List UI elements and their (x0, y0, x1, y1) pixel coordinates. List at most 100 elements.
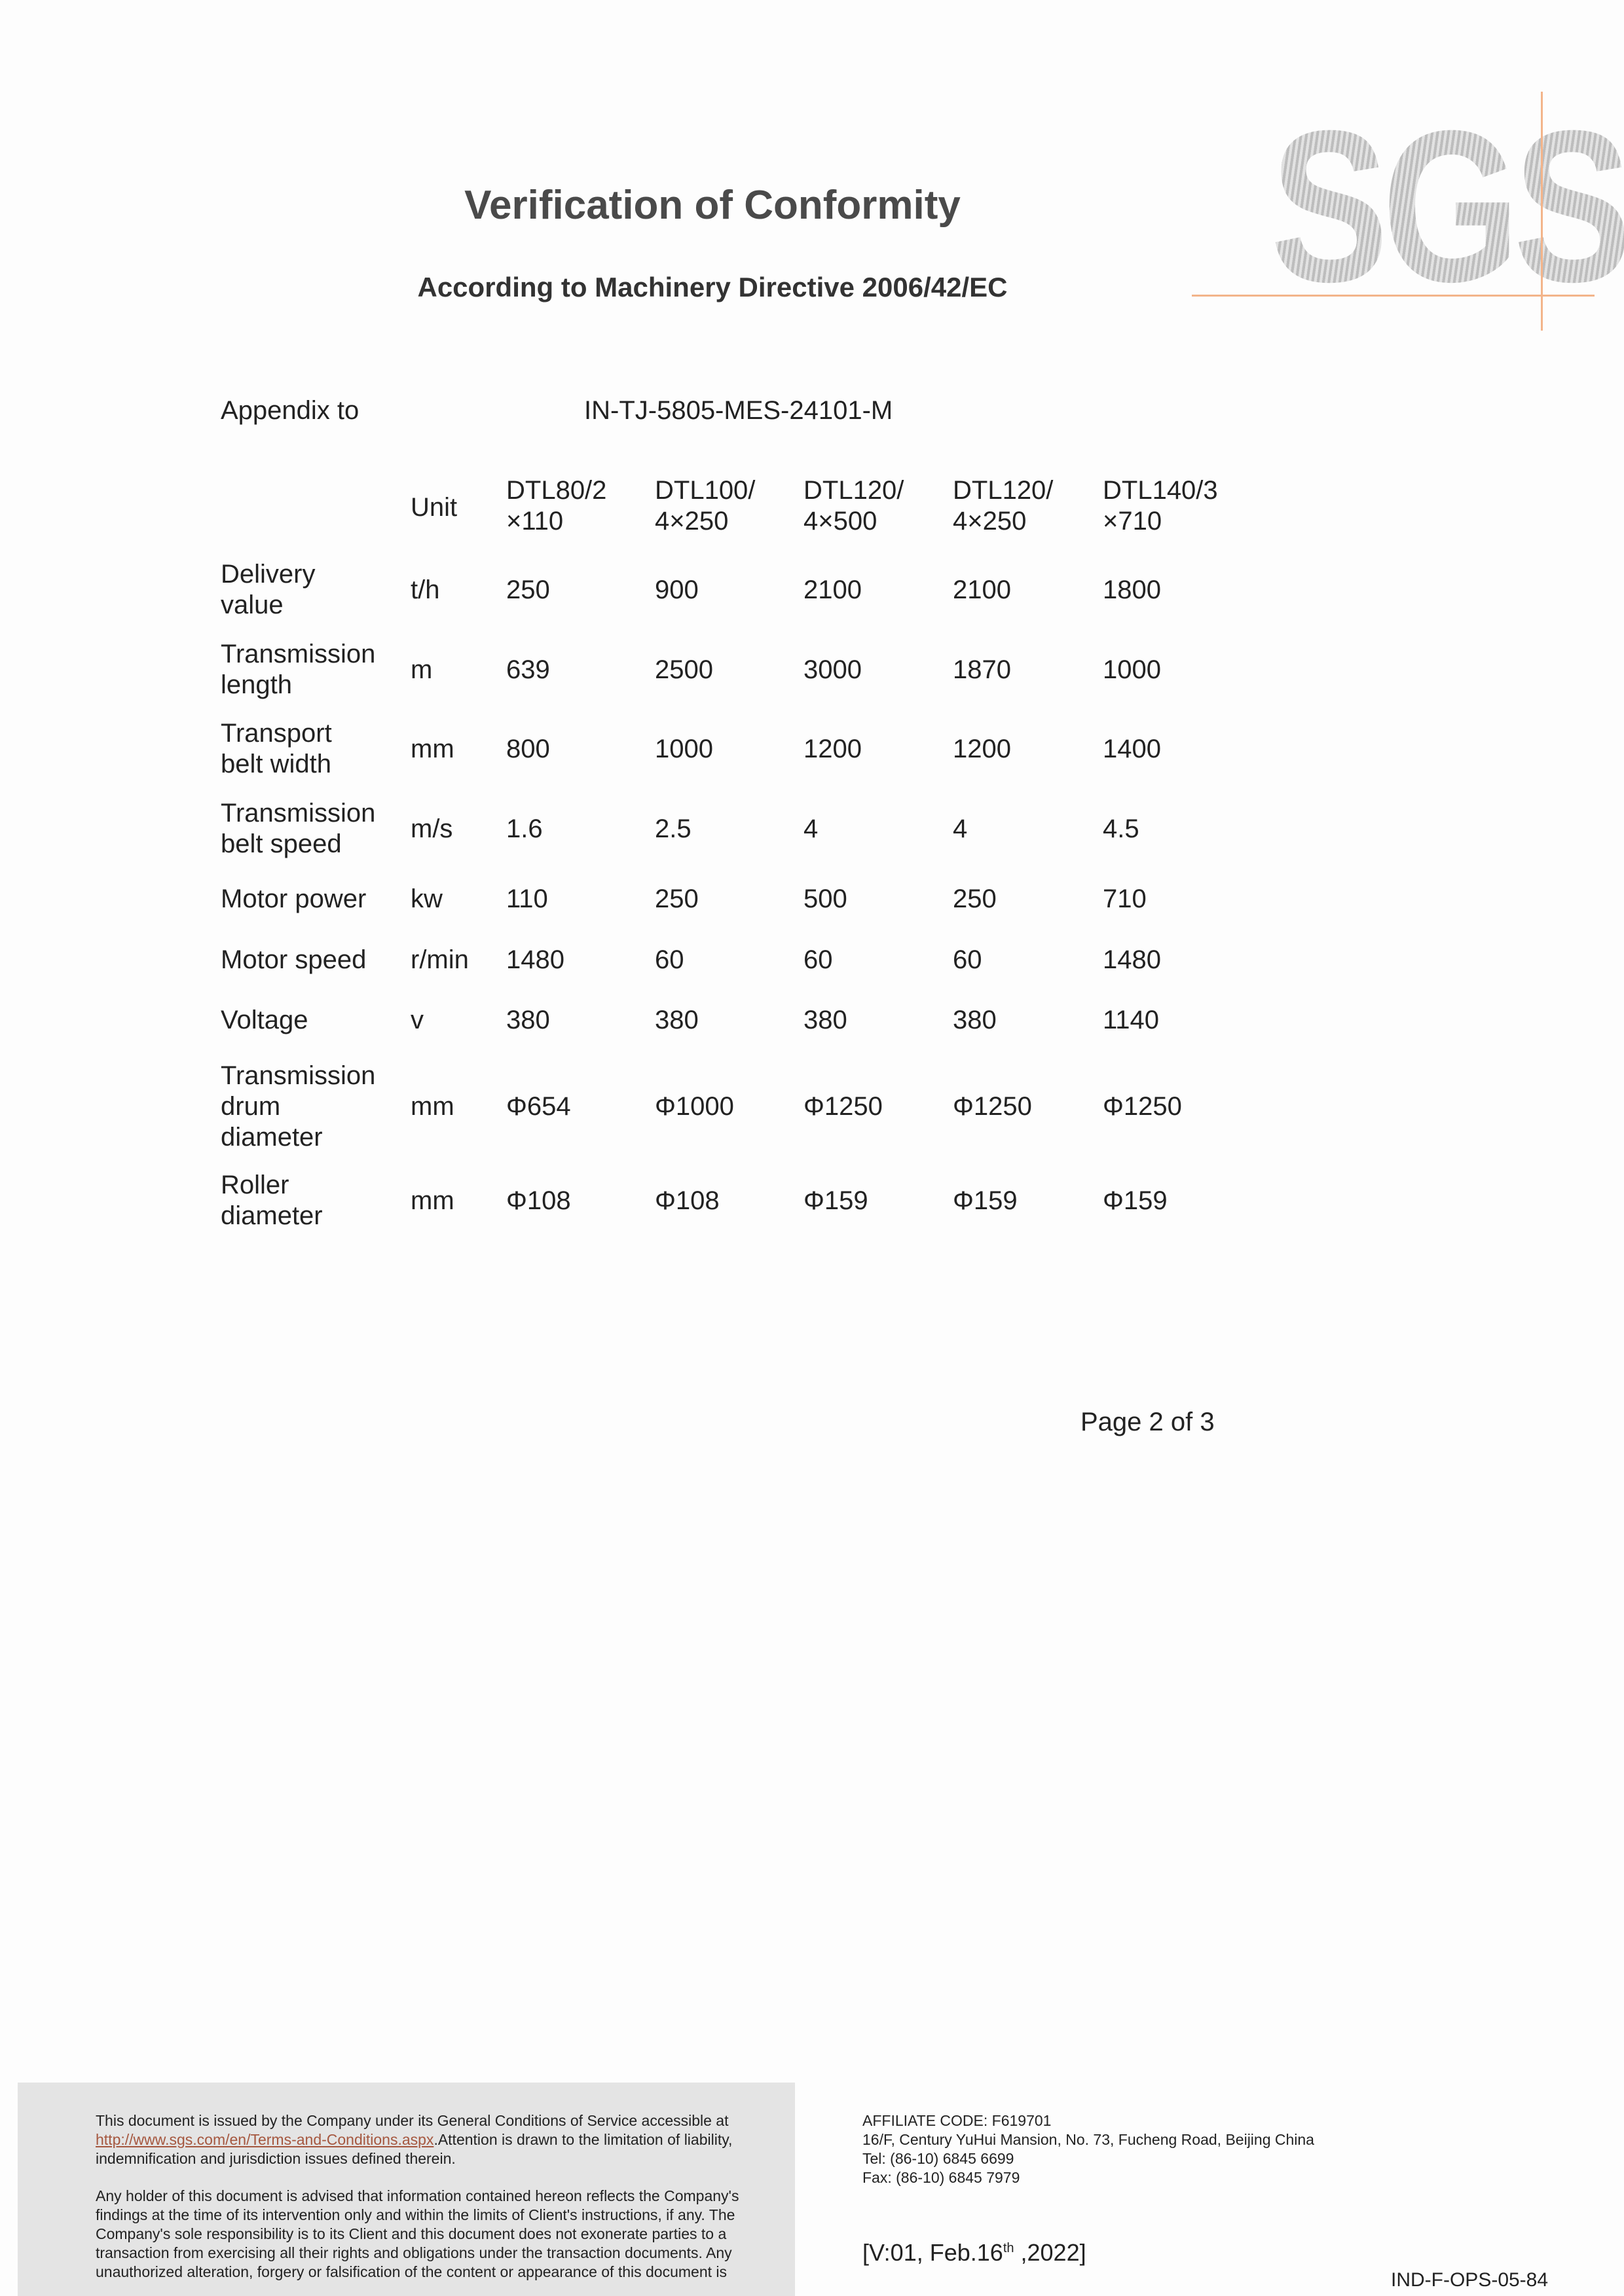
table-cell: 1480 (506, 945, 564, 974)
appendix-label: Appendix to (221, 396, 360, 425)
table-cell: Φ1000 (655, 1091, 734, 1121)
column-header-line2: ×710 (1103, 507, 1162, 536)
column-header-line1: DTL100/ (655, 476, 756, 505)
version-sup: th (1003, 2241, 1014, 2255)
table-cell: 1480 (1103, 945, 1161, 974)
row-label: diameter (221, 1122, 323, 1152)
table-cell: 1200 (803, 734, 862, 763)
row-label: belt speed (221, 829, 342, 858)
terms-link[interactable]: http://www.sgs.com/en/Terms-and-Conditio… (96, 2131, 434, 2148)
column-header-line1: DTL120/ (803, 476, 904, 505)
row-unit: kw (411, 884, 443, 913)
table-cell: Φ654 (506, 1091, 571, 1121)
table-cell: 60 (655, 945, 684, 974)
row-label: Transmission (221, 799, 376, 828)
page-title: Verification of Conformity (464, 183, 961, 228)
table-cell: Φ1250 (803, 1091, 883, 1121)
telephone: Tel: (86-10) 6845 6699 (862, 2150, 1014, 2167)
table-cell: 710 (1103, 884, 1147, 913)
row-unit: mm (411, 734, 454, 763)
table-cell: 2100 (953, 575, 1011, 604)
row-unit: r/min (411, 945, 469, 974)
table-cell: 2100 (803, 575, 862, 604)
table-cell: 1200 (953, 734, 1011, 763)
column-header-line1: DTL80/2 (506, 476, 607, 505)
row-label: belt width (221, 750, 331, 778)
table-cell: 4.5 (1103, 814, 1139, 843)
table-cell: 2500 (655, 655, 713, 684)
column-header-line2: 4×250 (655, 507, 729, 536)
table-cell: 1140 (1103, 1005, 1160, 1034)
table-cell: 1400 (1103, 734, 1161, 763)
column-header-line2: 4×500 (803, 507, 877, 536)
table-cell: 900 (655, 575, 699, 604)
row-label: drum (221, 1091, 281, 1121)
table-cell: 1000 (655, 734, 713, 763)
table-cell: Φ108 (506, 1186, 571, 1215)
table-cell: 250 (655, 884, 699, 913)
table-cell: 1000 (1103, 655, 1161, 684)
table-cell: 380 (506, 1005, 550, 1034)
appendix-value: IN-TJ-5805-MES-24101-M (584, 396, 893, 425)
table-cell: 110 (506, 884, 548, 913)
fax: Fax: (86-10) 6845 7979 (862, 2169, 1020, 2186)
address: 16/F, Century YuHui Mansion, No. 73, Fuc… (862, 2131, 1314, 2148)
table-cell: 1.6 (506, 814, 543, 843)
disclaimer-text: .Attention is drawn to the limitation of… (96, 2131, 733, 2167)
table-cell: 1870 (953, 655, 1011, 684)
row-unit: m/s (411, 814, 453, 843)
disclaimer-paragraph-2: Any holder of this document is advised t… (96, 2187, 739, 2285)
table-cell: Φ108 (655, 1186, 720, 1215)
footer-disclaimer-box (18, 2083, 795, 2296)
page-number: Page 2 of 3 (1080, 1408, 1215, 1436)
disclaimer-text: This document is issued by the Company u… (96, 2112, 729, 2129)
row-unit: m (411, 655, 433, 684)
row-label: Transmission (221, 640, 376, 668)
table-cell: 60 (953, 945, 982, 974)
disclaimer-paragraph-1: This document is issued by the Company u… (96, 2111, 790, 2168)
row-label: Transmission (221, 1061, 376, 1090)
table-cell: 380 (803, 1005, 847, 1034)
row-unit: v (411, 1005, 424, 1034)
column-header-line2: ×110 (506, 507, 564, 536)
logo-divider-horizontal (1192, 295, 1595, 297)
row-unit: t/h (411, 575, 440, 604)
version-text: [V:01, Feb.16 (862, 2239, 1003, 2266)
row-label: Roller (221, 1171, 289, 1199)
table-cell: 3000 (803, 655, 862, 684)
sgs-logo: SGS (1270, 85, 1624, 327)
table-cell: 1800 (1103, 575, 1161, 604)
table-cell: 800 (506, 734, 550, 763)
row-label: Transport (221, 719, 332, 748)
column-header-line1: DTL140/3 (1103, 476, 1218, 505)
row-label: value (221, 591, 284, 619)
table-cell: 4 (953, 814, 968, 843)
row-label: length (221, 670, 292, 699)
table-cell: 380 (655, 1005, 699, 1034)
row-unit: mm (411, 1091, 454, 1121)
table-cell: 500 (803, 884, 847, 913)
affiliate-code: AFFILIATE CODE: F619701 (862, 2112, 1052, 2129)
table-cell: 250 (506, 575, 550, 604)
table-cell: 250 (953, 884, 997, 913)
row-label: Motor power (221, 884, 367, 913)
table-cell: 60 (803, 945, 833, 974)
column-header-line2: 4×250 (953, 507, 1027, 536)
page-subtitle: According to Machinery Directive 2006/42… (417, 272, 1008, 302)
table-cell: Φ1250 (1103, 1091, 1182, 1121)
table-cell: Φ159 (953, 1186, 1018, 1215)
table-cell: Φ159 (803, 1186, 868, 1215)
unit-header: Unit (411, 493, 458, 522)
table-cell: 380 (953, 1005, 997, 1034)
row-label: Voltage (221, 1005, 308, 1034)
version-text: ,2022] (1014, 2239, 1086, 2266)
version-info: [V:01, Feb.16th ,2022] (862, 2239, 1086, 2267)
row-unit: mm (411, 1186, 454, 1215)
column-header-line1: DTL120/ (953, 476, 1054, 505)
table-cell: Φ1250 (953, 1091, 1032, 1121)
form-code: IND-F-OPS-05-84 (1391, 2269, 1549, 2291)
row-label: Motor speed (221, 945, 367, 974)
row-label: Delivery (221, 560, 316, 589)
table-cell: 2.5 (655, 814, 692, 843)
table-cell: Φ159 (1103, 1186, 1168, 1215)
